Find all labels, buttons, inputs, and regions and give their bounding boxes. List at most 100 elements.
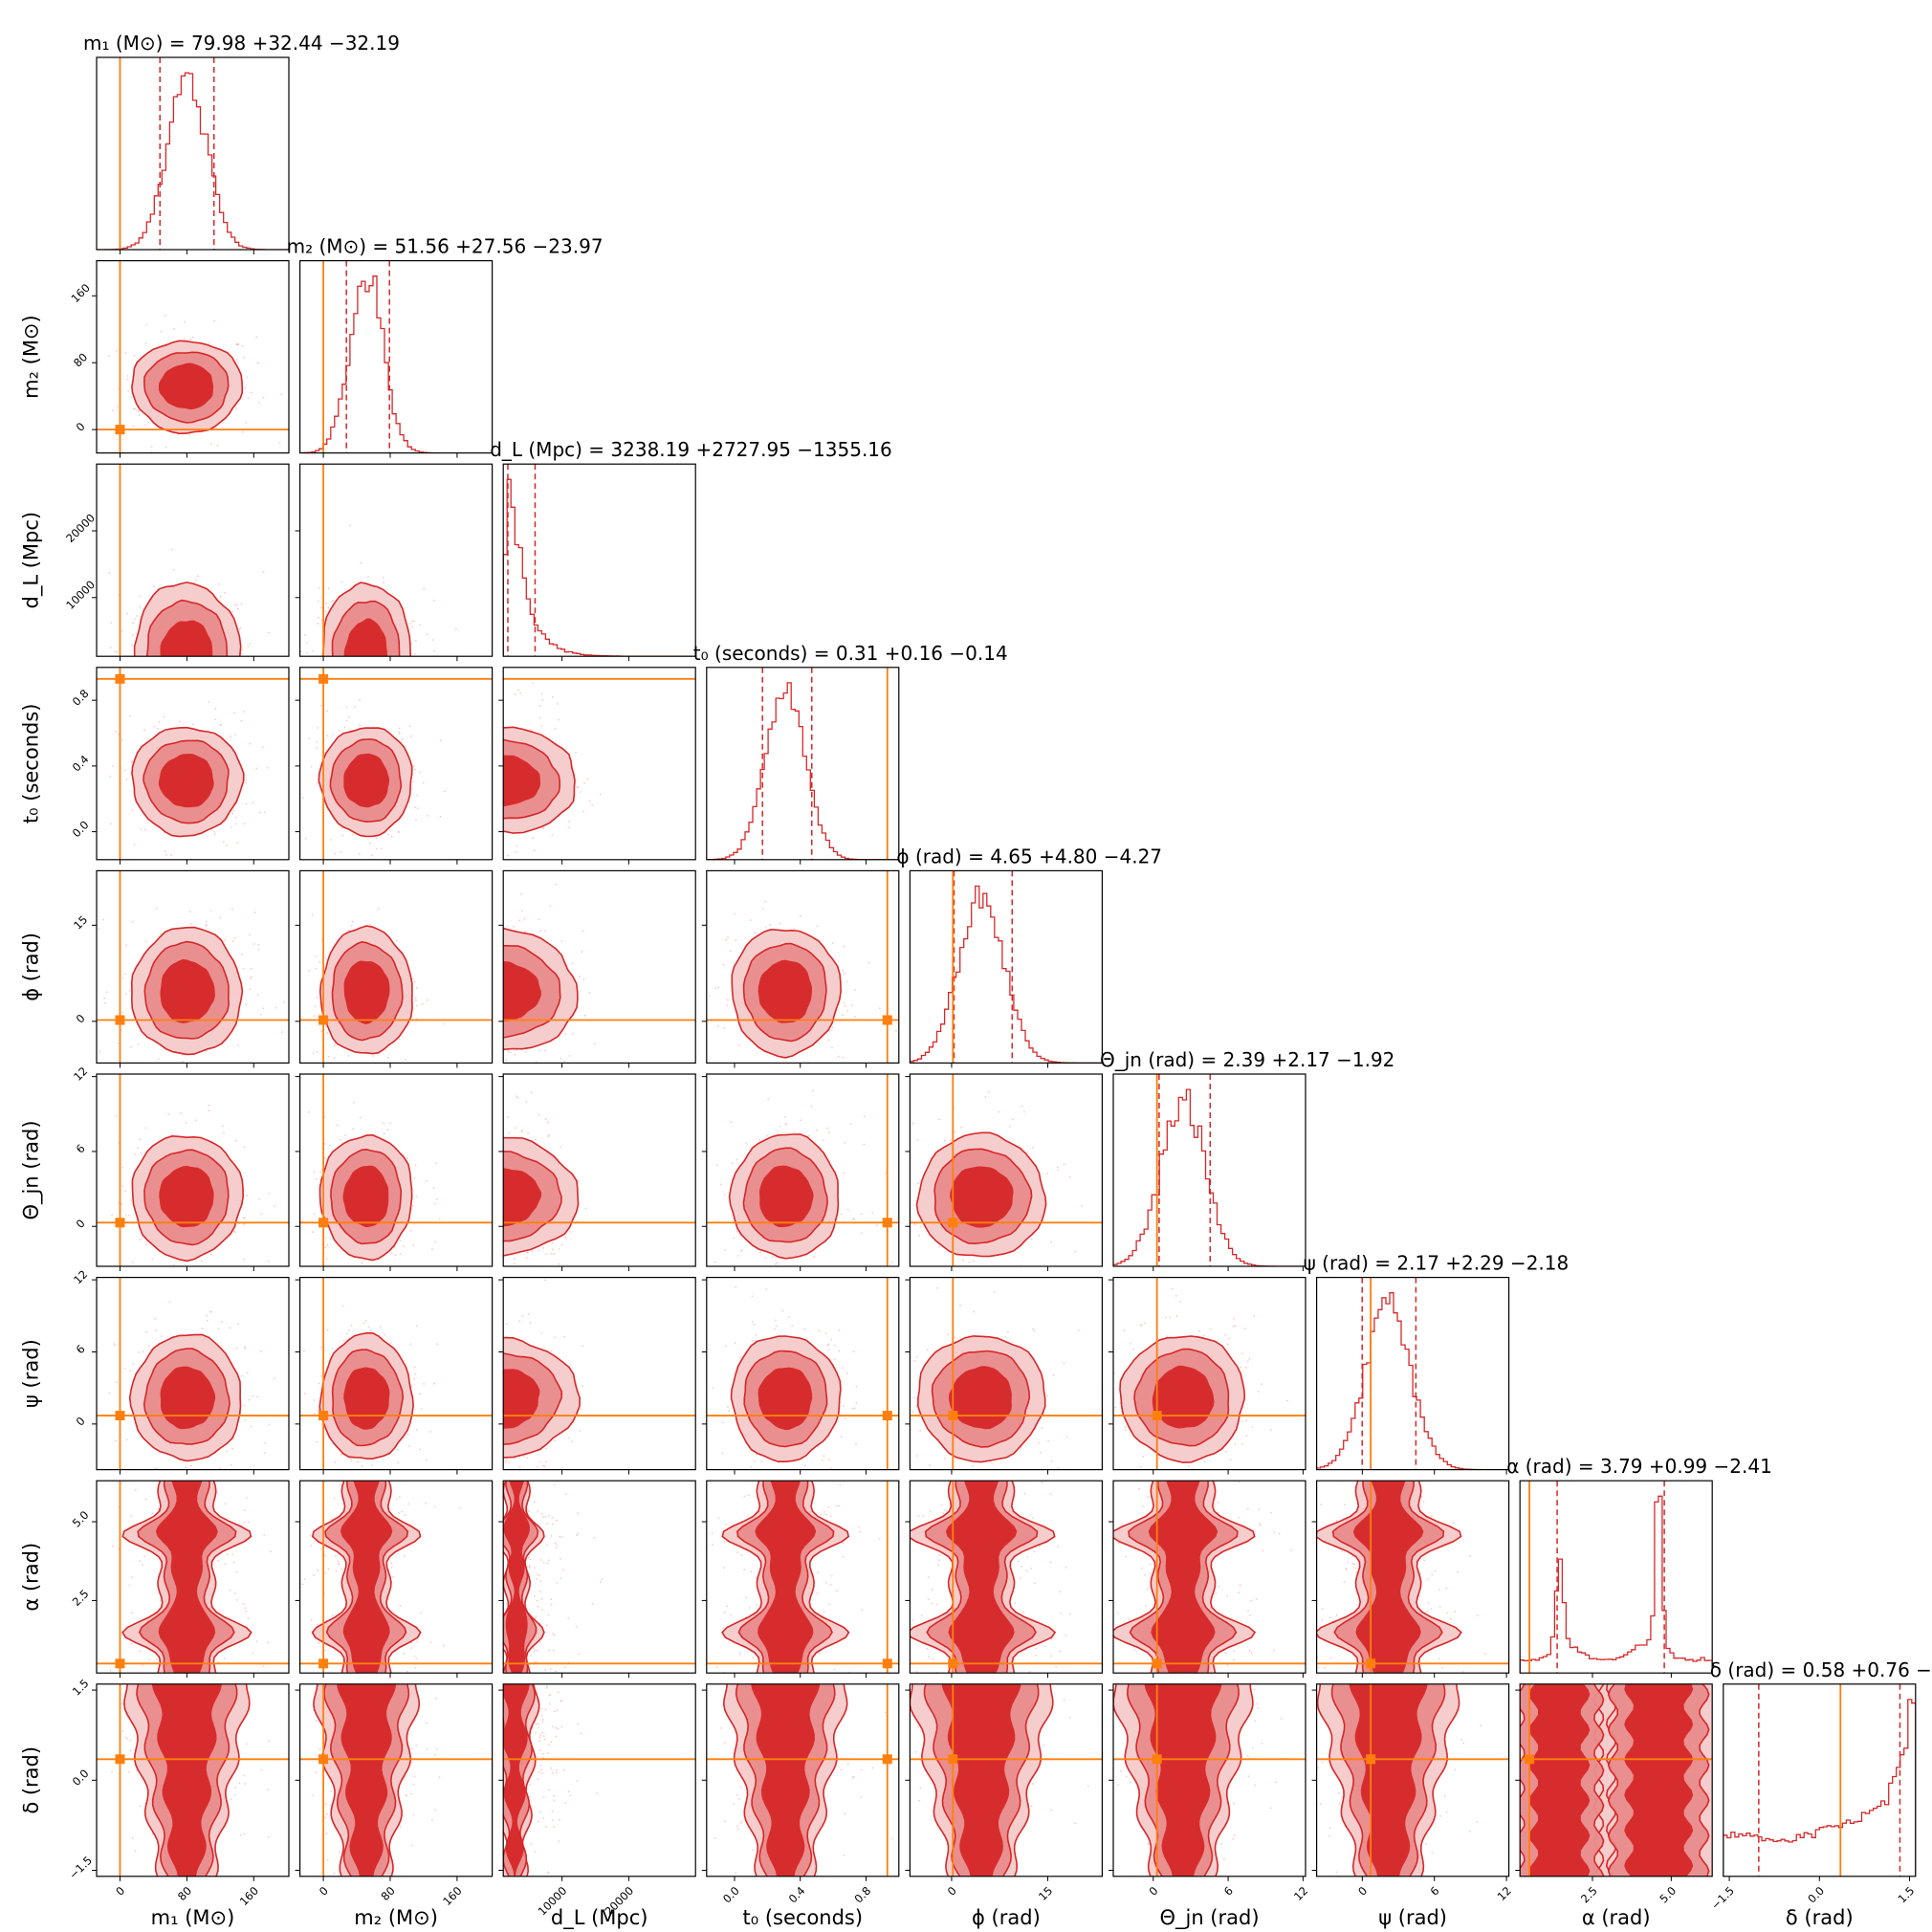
panel-psi-vs-psi: ψ (rad) = 2.17 +2.29 −2.18	[1304, 1252, 1569, 1475]
truth-marker-t0-m2	[318, 673, 329, 684]
frame-3-1	[299, 667, 494, 861]
xlabel-theta: Θ_jn (rad)	[1159, 1906, 1259, 1930]
contour-2-psi-t0	[757, 1367, 813, 1431]
contour-2-delta-dL	[503, 1683, 530, 1877]
panel-theta-vs-dL	[498, 1073, 696, 1271]
frame-7-5	[1112, 1480, 1306, 1674]
panel-t0-vs-m2	[295, 667, 494, 865]
title-m2: m₂ (M⊙) = 51.56 +27.56 −23.97	[287, 235, 604, 258]
frame-3-2	[502, 667, 696, 861]
panel-t0-vs-t0: t₀ (seconds) = 0.31 +0.16 −0.14	[693, 642, 1008, 865]
xtick-delta-0: −1.5	[1708, 1884, 1737, 1913]
contour-2-dL-m1	[160, 620, 213, 657]
contour-2-delta-theta	[1144, 1683, 1222, 1877]
frame-2-1	[299, 463, 494, 657]
xtick-phi-1: 15	[1036, 1884, 1055, 1903]
frame-5-2	[502, 1073, 696, 1267]
panel-alpha-vs-dL	[498, 1480, 696, 1679]
panel-delta-vs-m1: 0 80 160 −1.5 0.0 1.5	[66, 1677, 290, 1908]
ytick-alpha-1: 5.0	[70, 1508, 92, 1530]
xtick-m2-1: 80	[379, 1884, 398, 1903]
frame-7-6	[1315, 1480, 1510, 1674]
panel-phi-vs-dL	[498, 869, 696, 1068]
frame-5-0	[96, 1073, 290, 1267]
contour-2-phi-m1	[160, 958, 215, 1023]
ytick-t0-2: 0.8	[70, 687, 92, 709]
frame-6-4	[909, 1276, 1104, 1471]
xtick-psi-2: 12	[1495, 1884, 1514, 1903]
ytick-dL-0: 10000	[63, 578, 98, 612]
ytick-theta-1: 6	[74, 1142, 88, 1156]
xlabel-psi: ψ (rad)	[1378, 1906, 1447, 1929]
frame-5-5	[1112, 1073, 1306, 1267]
truth-marker-delta-alpha	[1525, 1754, 1535, 1765]
xtick-psi-1: 6	[1427, 1884, 1441, 1899]
panel-theta-vs-m1: 0 6 12	[71, 1065, 290, 1271]
frame-4-3	[706, 869, 900, 1065]
truth-marker-delta-m1	[115, 1754, 125, 1765]
xtick-theta-0: 0	[1146, 1884, 1160, 1899]
xtick-delta-2: 1.5	[1895, 1884, 1917, 1906]
contour-2-alpha-m2	[340, 1481, 393, 1674]
ytick-m2-0: 0	[74, 420, 88, 434]
hist-t0	[706, 682, 899, 860]
xlabel-m1: m₁ (M⊙)	[151, 1906, 235, 1929]
contour-2-theta-t0	[758, 1165, 814, 1228]
hist-m1	[97, 72, 289, 250]
contour-2-delta-psi	[1349, 1683, 1428, 1877]
ytick-psi-0: 0	[74, 1414, 88, 1428]
contour-2-delta-phi	[941, 1683, 1021, 1877]
panel-dL-vs-dL: d_L (Mpc) = 3238.19 +2727.95 −1355.16	[490, 438, 892, 662]
truth-marker-psi-m2	[318, 1411, 329, 1421]
xlabel-phi: ϕ (rad)	[972, 1906, 1041, 1929]
panel-t0-vs-m1: 0.0 0.4 0.8	[70, 667, 290, 865]
frame-7-0	[96, 1480, 290, 1674]
frame-1-0	[96, 260, 290, 454]
panel-alpha-vs-t0	[701, 1480, 900, 1679]
frame-2-0	[96, 463, 290, 657]
frame-8-8	[1723, 1683, 1917, 1877]
xtick-t0-1: 0.4	[786, 1884, 808, 1906]
frame-0-0	[96, 56, 290, 251]
xtick-m1-0: 0	[113, 1884, 127, 1899]
panel-theta-vs-m2	[295, 1073, 494, 1271]
panel-delta-vs-t0: 0.0 0.4 0.8	[701, 1683, 900, 1906]
frame-6-5	[1112, 1276, 1306, 1471]
frame-7-7	[1519, 1480, 1713, 1674]
contour-2-alpha-theta	[1148, 1481, 1218, 1674]
contour-2-phi-dL	[503, 961, 541, 1021]
ytick-theta-0: 0	[74, 1217, 88, 1231]
frame-1-1	[299, 260, 494, 454]
truth-marker-alpha-phi	[948, 1658, 958, 1669]
ylabel-theta: Θ_jn (rad)	[19, 1120, 43, 1219]
contour-2-psi-m2	[343, 1367, 390, 1430]
panel-phi-vs-phi: ϕ (rad) = 4.65 +4.80 −4.27	[896, 845, 1162, 1068]
panel-theta-vs-theta: Θ_jn (rad) = 2.39 +2.17 −1.92	[1100, 1048, 1394, 1271]
truth-marker-alpha-m1	[115, 1658, 125, 1669]
truth-marker-t0-m1	[115, 673, 125, 684]
contour-2-phi-m2	[343, 960, 390, 1024]
panel-delta-vs-delta: δ (rad) = 0.58 +0.76 −1.59 −1.5 0.0 1.5	[1708, 1658, 1932, 1913]
ytick-delta-0: −1.5	[66, 1854, 95, 1882]
panel-alpha-vs-m2	[295, 1480, 494, 1679]
panel-psi-vs-theta	[1109, 1276, 1306, 1475]
contour-2-delta-t0	[751, 1683, 821, 1877]
truth-marker-theta-m1	[115, 1218, 125, 1228]
contour-2-theta-dL	[503, 1168, 542, 1227]
panel-psi-vs-dL	[498, 1276, 696, 1475]
frame-6-3	[706, 1276, 900, 1471]
frame-6-0	[96, 1276, 290, 1471]
panel-delta-vs-psi: 0 6 12	[1311, 1683, 1514, 1903]
xtick-m1-1: 80	[175, 1884, 194, 1903]
truth-marker-m2-m1	[115, 425, 125, 435]
xtick-m1-2: 160	[237, 1884, 261, 1908]
frame-7-3	[706, 1480, 900, 1674]
contour-2-psi-dL	[503, 1369, 540, 1429]
title-m1: m₁ (M⊙) = 79.98 +32.44 −32.19	[83, 32, 400, 55]
truth-marker-alpha-psi	[1366, 1658, 1376, 1669]
contour-1-dL-m2	[331, 600, 401, 657]
xlabel-alpha: α (rad)	[1582, 1906, 1651, 1929]
contour-2-dL-m2	[343, 618, 388, 657]
panel-alpha-vs-alpha: α (rad) = 3.79 +0.99 −2.41	[1506, 1455, 1772, 1679]
xtick-psi-0: 0	[1355, 1884, 1370, 1899]
